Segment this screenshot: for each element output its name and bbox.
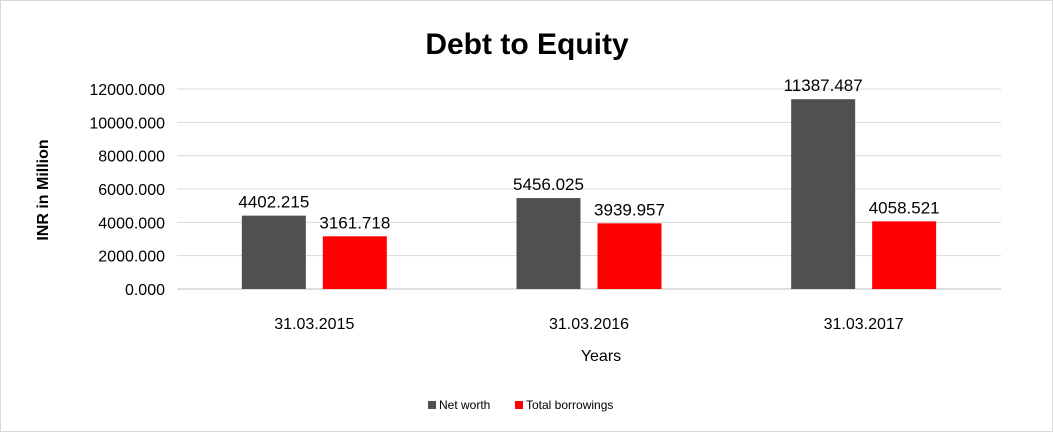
data-label: 4402.215 bbox=[238, 193, 309, 212]
bar bbox=[872, 221, 937, 289]
y-tick-label: 12000.000 bbox=[89, 82, 165, 99]
y-axis-ticks: 0.000 2000.000 4000.000 6000.000 8000.000 100… bbox=[89, 82, 165, 299]
y-axis-title: INR in Million bbox=[35, 139, 52, 240]
bar bbox=[322, 236, 387, 289]
data-labels: 4402.215 3161.718 5456.025 3939.957 11387.48… bbox=[238, 76, 939, 232]
x-tick-label: 31.03.2015 bbox=[274, 316, 354, 333]
bar bbox=[241, 215, 306, 289]
legend-label: Total borrowings bbox=[526, 398, 613, 412]
data-label: 5456.025 bbox=[513, 175, 584, 194]
bar bbox=[516, 198, 581, 289]
legend-label: Net worth bbox=[439, 398, 490, 412]
legend-swatch bbox=[515, 401, 523, 409]
data-label: 4058.521 bbox=[869, 198, 940, 217]
x-axis-ticks: 31.03.2015 31.03.2016 31.03.2017 bbox=[274, 316, 904, 333]
x-tick-label: 31.03.2017 bbox=[824, 316, 904, 333]
y-tick-label: 8000.000 bbox=[98, 149, 165, 166]
y-tick-label: 0.000 bbox=[125, 282, 165, 299]
x-tick-label: 31.03.2016 bbox=[549, 316, 629, 333]
legend-swatch bbox=[428, 401, 436, 409]
y-tick-label: 10000.000 bbox=[89, 115, 165, 132]
gridlines bbox=[177, 88, 1001, 290]
chart-title: Debt to Equity bbox=[425, 28, 629, 61]
y-tick-label: 2000.000 bbox=[98, 249, 165, 266]
bars bbox=[241, 99, 937, 289]
data-label: 3939.957 bbox=[594, 200, 665, 219]
y-tick-label: 4000.000 bbox=[98, 215, 165, 232]
y-tick-label: 6000.000 bbox=[98, 182, 165, 199]
data-label: 11387.487 bbox=[784, 76, 863, 95]
legend: Net worth Total borrowings bbox=[428, 398, 613, 412]
bar bbox=[597, 223, 662, 289]
x-axis-title: Years bbox=[581, 348, 621, 365]
bar bbox=[791, 99, 856, 289]
data-label: 3161.718 bbox=[319, 213, 390, 232]
